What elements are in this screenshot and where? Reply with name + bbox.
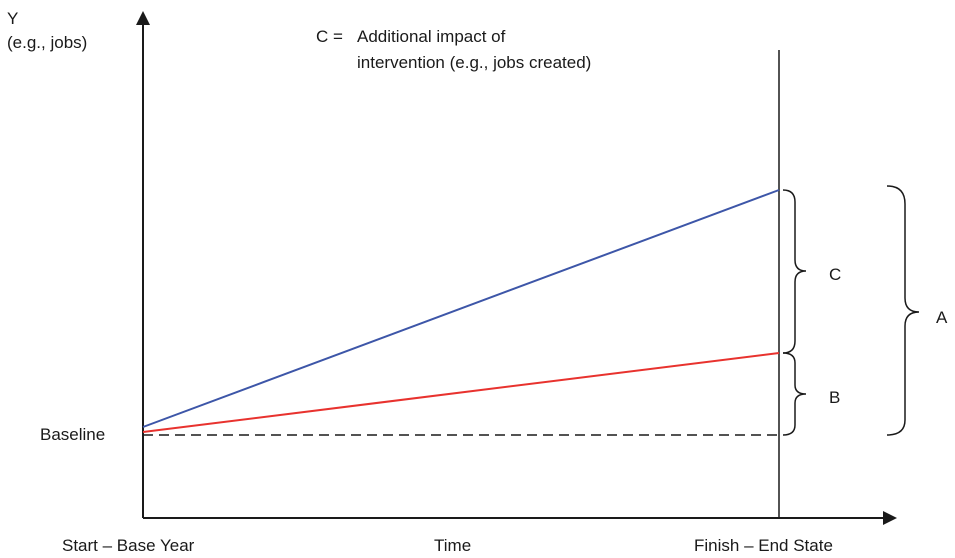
brace-b	[782, 352, 807, 436]
y-axis-unit: (e.g., jobs)	[7, 33, 88, 52]
brace-c-label: C	[829, 265, 842, 284]
x-axis-start-label: Start – Base Year	[62, 536, 195, 555]
legend-prefix: C =	[316, 27, 343, 46]
without-intervention-line	[142, 352, 780, 433]
legend-line-2: intervention (e.g., jobs created)	[357, 53, 592, 72]
y-axis-title: Y	[7, 9, 19, 28]
brace-b-label: B	[829, 388, 841, 407]
brace-c	[782, 189, 807, 354]
legend-line-1: Additional impact of	[357, 27, 506, 46]
x-axis-title: Time	[434, 536, 472, 555]
with-intervention-line	[142, 189, 780, 428]
baseline-label: Baseline	[40, 425, 106, 444]
brace-a	[886, 185, 920, 436]
brace-a-label: A	[936, 308, 948, 327]
x-axis-end-label: Finish – End State	[694, 536, 833, 555]
